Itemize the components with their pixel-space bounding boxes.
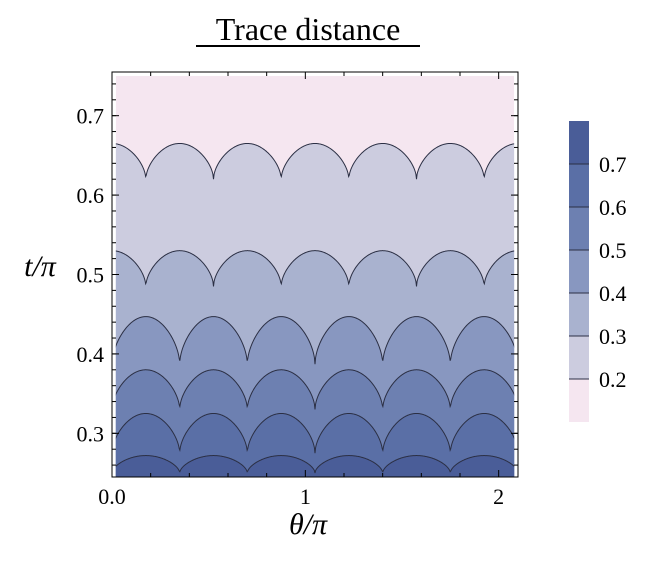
colorbar-tick-label: 0.4	[599, 281, 627, 306]
contour-band-0.7	[115, 455, 515, 478]
contour-line-0.5	[115, 369, 515, 410]
colorbar-tick-label: 0.3	[599, 324, 627, 349]
x-tick-label: 1	[300, 484, 311, 509]
y-tick-label: 0.7	[77, 104, 105, 129]
contour-line-0.2	[115, 142, 515, 180]
y-axis-label: t/π	[24, 250, 57, 283]
contour-line-0.7	[115, 455, 515, 474]
colorbar-tick-label: 0.7	[599, 152, 627, 177]
contour-line-0.3	[115, 250, 515, 287]
colorbar-band	[569, 293, 589, 336]
colorbar-band	[569, 207, 589, 250]
chart-title: Trace distance	[216, 11, 401, 47]
colorbar-band	[569, 121, 589, 164]
x-tick-label: 2	[493, 484, 504, 509]
y-tick-label: 0.4	[77, 342, 105, 367]
y-tick-label: 0.3	[77, 421, 105, 446]
colorbar: 0.7 0.6 0.5 0.4 0.3 0.2	[569, 121, 627, 422]
colorbar-tick-label: 0.5	[599, 238, 627, 263]
colorbar-tick-label: 0.6	[599, 195, 627, 220]
contour-line-0.4	[115, 316, 515, 365]
x-axis: 0.0 1 2	[98, 72, 504, 509]
y-axis: 0.3 0.4 0.5 0.6 0.7	[77, 83, 518, 466]
x-axis-label: θ/π	[289, 508, 328, 541]
colorbar-band	[569, 250, 589, 293]
contour-line-0.6	[115, 412, 515, 454]
y-tick-label: 0.6	[77, 183, 105, 208]
x-tick-label: 0.0	[98, 484, 126, 509]
colorbar-tick-label: 0.2	[599, 367, 627, 392]
colorbar-band	[569, 164, 589, 207]
contour-lines	[115, 142, 515, 474]
plot-area	[115, 75, 515, 478]
y-tick-label: 0.5	[77, 263, 105, 288]
colorbar-band	[569, 336, 589, 379]
colorbar-band	[569, 379, 589, 422]
